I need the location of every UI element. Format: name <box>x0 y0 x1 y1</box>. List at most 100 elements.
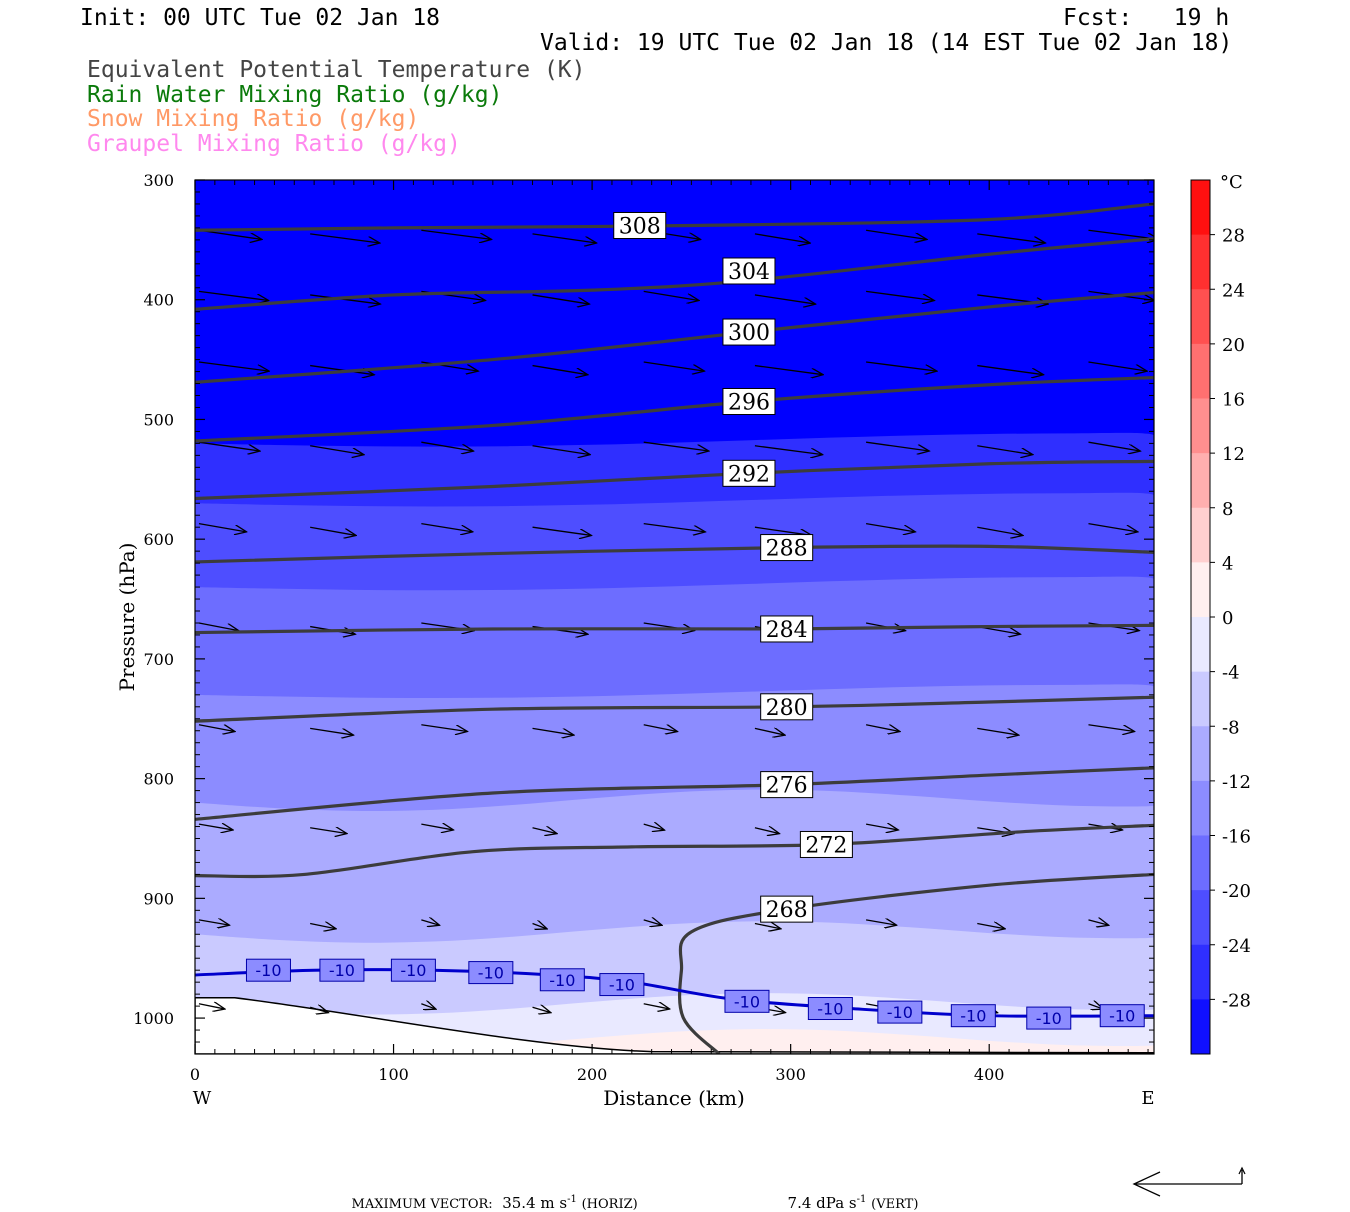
colorbar-label: 12 <box>1222 444 1245 465</box>
wind-vector <box>865 522 914 532</box>
theta-e-label: 276 <box>766 774 808 799</box>
wind-vector <box>198 1004 224 1009</box>
wind-vector <box>754 923 780 928</box>
wind-vector <box>532 233 596 243</box>
wind-vector <box>198 824 232 830</box>
colorbar-segment <box>1191 617 1210 673</box>
y-tick-label: 800 <box>143 770 174 789</box>
wind-vector <box>198 522 246 532</box>
isotherm-label: -10 <box>478 964 504 983</box>
isotherm-label-box <box>1099 1004 1145 1028</box>
theta-e-label-box <box>613 211 667 239</box>
wind-vector <box>865 725 899 732</box>
valid-time: Valid: 19 UTC Tue 02 Jan 18 (14 EST Tue … <box>540 30 1233 56</box>
colorbar-label: -20 <box>1222 881 1251 902</box>
isotherm-label: -10 <box>549 971 575 990</box>
isotherm-label: -10 <box>400 961 426 980</box>
wind-vector <box>198 724 234 732</box>
colorbar-label: 8 <box>1222 499 1233 520</box>
wind-vector <box>198 622 238 631</box>
wind-vector <box>865 824 897 830</box>
wind-vector <box>532 526 591 535</box>
theta-e-label-box <box>722 459 776 487</box>
wind-vector <box>421 441 472 451</box>
isotherm-label-box <box>724 989 770 1013</box>
wind-vector <box>1088 441 1139 451</box>
legend-theta-e: Equivalent Potential Temperature (K) <box>87 57 586 83</box>
colorbar-segment <box>1191 507 1210 563</box>
theta-e-contour <box>195 290 1154 384</box>
y-tick-label: 400 <box>143 291 174 310</box>
x-right-direction: E <box>1141 1088 1154 1109</box>
colorbar-segment <box>1191 453 1210 509</box>
colorbar-segment <box>1191 343 1210 399</box>
colorbar-label: -12 <box>1222 772 1251 793</box>
colorbar-segment <box>1191 780 1210 836</box>
theta-e-contour <box>195 623 1154 635</box>
wind-vector <box>198 361 268 371</box>
theta-e-label: 280 <box>766 696 808 721</box>
y-tick-label: 500 <box>143 410 174 429</box>
wind-vector <box>754 526 811 535</box>
wind-vector <box>310 445 363 455</box>
wind-vector <box>643 361 704 371</box>
colorbar-label: -4 <box>1222 663 1240 684</box>
colorbar-label: 28 <box>1222 226 1245 247</box>
wind-vector <box>310 526 355 535</box>
horiz-unit: (HORIZ) <box>581 1197 638 1212</box>
wind-vector <box>1088 522 1136 532</box>
wind-vector <box>421 724 466 732</box>
wind-vector <box>977 233 1044 243</box>
theta-e-label-box <box>722 387 776 415</box>
wind-vector <box>532 294 589 304</box>
init-time: Init: 00 UTC Tue 02 Jan 18 <box>80 5 441 31</box>
colorbar-label: 20 <box>1222 335 1245 356</box>
wind-vector <box>643 824 664 830</box>
x-axis-title: Distance (km) <box>603 1086 745 1110</box>
theta-e-label: 304 <box>728 260 770 285</box>
theta-e-label-box <box>760 771 814 799</box>
wind-vector <box>643 1004 669 1009</box>
wind-vector <box>866 229 926 239</box>
x-tick-label: 300 <box>775 1065 806 1084</box>
theta-e-label-box <box>760 895 814 923</box>
wind-vector <box>310 923 335 928</box>
colorbar-unit: °C <box>1220 172 1243 193</box>
wind-vector <box>1088 920 1107 925</box>
theta-e-contour <box>195 766 1154 821</box>
wind-vector <box>977 445 1032 455</box>
legend-graupel: Graupel Mixing Ratio (g/kg) <box>87 131 461 157</box>
wind-vector <box>643 290 698 300</box>
x-tick-label: 200 <box>577 1065 608 1084</box>
isotherm-label: -10 <box>1109 1007 1135 1026</box>
theta-e-label-box <box>760 693 814 721</box>
wind-vector <box>532 445 590 455</box>
theta-e-label: 288 <box>766 537 808 562</box>
x-tick-label: 0 <box>190 1065 200 1084</box>
theta-e-contour <box>195 695 1154 723</box>
wind-vector <box>1088 361 1146 371</box>
y-tick-label: 600 <box>143 530 174 549</box>
y-tick-label: 700 <box>143 650 174 669</box>
temperature-fill <box>195 180 1154 1054</box>
y-tick-label: 900 <box>143 889 174 908</box>
wind-vector <box>532 1007 550 1012</box>
colorbar-segment <box>1191 726 1210 782</box>
colorbar-segment <box>1191 890 1210 946</box>
theta-e-contour <box>677 872 1154 1054</box>
theta-e-label-box <box>722 318 776 346</box>
horiz-value: 35.4 m s <box>502 1194 568 1212</box>
axes: 300 400 500 600 700 800 900 1000 0 100 200 300 400 W E… <box>115 171 1155 1110</box>
isotherm-label: -10 <box>329 961 355 980</box>
x-tick-label: 400 <box>974 1065 1005 1084</box>
y-tick-label: 300 <box>143 171 174 190</box>
wind-vector <box>977 923 1004 928</box>
forecast-hour: Fcst: 19 h <box>1063 5 1230 31</box>
wind-vector <box>754 233 809 243</box>
colorbar-label: 16 <box>1222 390 1245 411</box>
wind-vector <box>754 728 784 735</box>
reference-vector-icon <box>1132 1166 1246 1197</box>
wind-vector <box>1088 724 1133 732</box>
theta-e-contour <box>195 544 1154 564</box>
